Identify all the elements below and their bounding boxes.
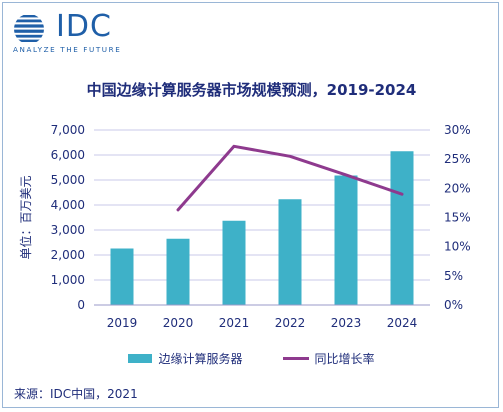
- y-tick-label: 3,000: [51, 223, 85, 237]
- x-tick-label: 2019: [107, 316, 138, 330]
- y-tick-label: 4,000: [51, 198, 85, 212]
- bar: [166, 238, 190, 305]
- y-tick-label: 1,000: [51, 273, 85, 287]
- y2-tick-label: 0%: [444, 298, 463, 312]
- legend-item-line: 同比增长率: [282, 350, 375, 367]
- legend-swatch-line: [282, 357, 309, 360]
- y-tick-label: 5,000: [51, 173, 85, 187]
- y2-tick-label: 10%: [444, 240, 471, 254]
- x-tick-label: 2022: [275, 316, 306, 330]
- legend-label-line: 同比增长率: [314, 352, 375, 366]
- y2-tick-label: 25%: [444, 152, 471, 166]
- y-tick-label: 0: [77, 298, 85, 312]
- legend-label-bar: 边缘计算服务器: [158, 352, 243, 366]
- x-tick-label: 2020: [163, 316, 194, 330]
- chart-legend: 边缘计算服务器 同比增长率: [0, 350, 503, 367]
- bar: [222, 220, 246, 305]
- y2-tick-label: 20%: [444, 181, 471, 195]
- source-note: 来源：IDC中国，2021: [14, 387, 138, 401]
- x-tick-label: 2023: [331, 316, 362, 330]
- y2-tick-label: 5%: [444, 269, 463, 283]
- y2-tick-label: 30%: [444, 123, 471, 137]
- y-tick-label: 2,000: [51, 248, 85, 262]
- y-tick-label: 6,000: [51, 148, 85, 162]
- globe-icon: [14, 15, 44, 42]
- logo-brand: IDC: [56, 9, 112, 44]
- logo-tagline: ANALYZE THE FUTURE: [13, 45, 122, 54]
- x-tick-label: 2021: [219, 316, 250, 330]
- legend-swatch-bar: [128, 354, 153, 363]
- chart-title: 中国边缘计算服务器市场规模预测，2019-2024: [86, 81, 417, 99]
- y2-tick-label: 15%: [444, 211, 471, 225]
- y-axis-label: 单位：百万美元: [18, 175, 33, 259]
- bar: [390, 151, 414, 305]
- y-tick-label: 7,000: [51, 123, 85, 137]
- legend-item-bar: 边缘计算服务器: [128, 350, 243, 367]
- x-tick-label: 2024: [387, 316, 418, 330]
- bar: [110, 248, 134, 305]
- idc-logo: IDC ANALYZE THE FUTURE: [12, 9, 132, 56]
- bar: [278, 199, 302, 305]
- bar: [334, 175, 358, 305]
